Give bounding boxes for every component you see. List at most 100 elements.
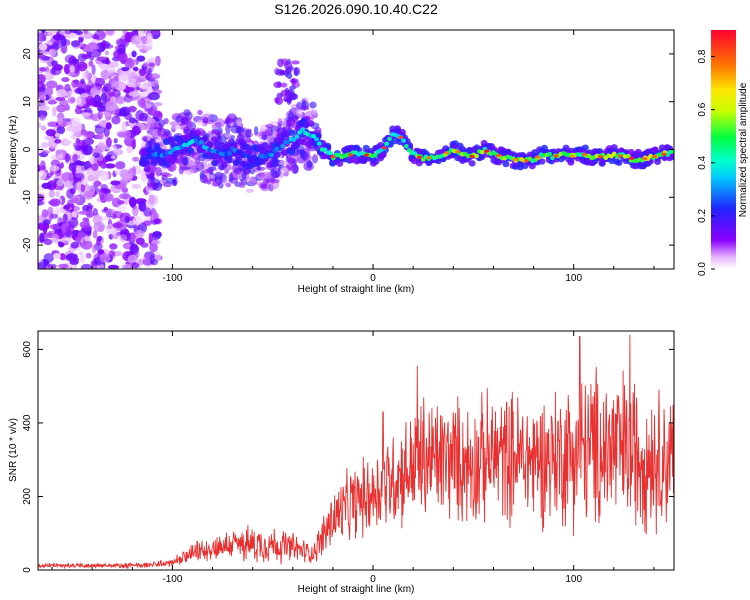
spectrogram-noise-blob (127, 254, 138, 264)
spectrogram-ridge-band (567, 159, 575, 166)
spectrogram-ridge-peak (597, 155, 604, 159)
spectrogram-noise-blob (43, 238, 53, 246)
spectrogram-ridge-peak (469, 154, 475, 158)
spectrogram-noise-blob (57, 263, 69, 269)
spectrogram-noise-blob (105, 30, 115, 36)
spectrogram-noise-blob (38, 81, 45, 91)
spectrogram-noise-blob (93, 94, 102, 106)
spectrogram-ridge-core (625, 153, 631, 159)
spectrogram-cloud-blob (287, 112, 295, 120)
spectrogram-noise-blob (71, 166, 76, 176)
spectrogram-streak-blob (285, 66, 292, 74)
snr-x-tick-label: 0 (370, 574, 376, 585)
spectrogram-ridge-band (261, 142, 269, 149)
spectrogram-cloud-blob (183, 169, 195, 175)
snr-y-tick-label: 200 (22, 488, 33, 505)
spectrogram-noise-blob (126, 69, 132, 78)
spectrogram-noise-blob (70, 197, 80, 204)
spectrogram-noise-blob (72, 153, 78, 163)
spectrogram-noise-blob (106, 70, 118, 76)
spectrogram-cloud-blob (182, 157, 189, 167)
spectrogram-ridge-band (615, 159, 623, 166)
spectrogram-noise-blob (148, 92, 160, 101)
spectrogram-ridge-peak (443, 151, 449, 155)
spectrogram-noise-blob (70, 241, 79, 249)
spectrogram-ridge-band (271, 160, 279, 168)
spectrogram-cloud-blob (292, 163, 299, 174)
spectrogram-noise-blob (99, 63, 111, 70)
spectrogram-noise-blob (82, 138, 95, 146)
colorbar-tick-label: 0.0 (697, 262, 708, 276)
spectrogram-noise-blob (96, 235, 103, 241)
spectrogram-noise-blob (59, 162, 64, 169)
spectrogram-noise-blob (80, 129, 88, 136)
spectrogram-noise-blob (143, 220, 152, 226)
spectrogram-cloud-blob (265, 124, 274, 129)
spectrogram-noise-blob (60, 254, 68, 261)
spectrogram-noise-blob (76, 61, 88, 72)
spectrogram-ridge-core (387, 136, 392, 142)
spectrogram-cloud-blob (268, 177, 273, 183)
spectrogram-cloud-blob (161, 174, 168, 180)
spectrogram-noise-blob (62, 105, 70, 111)
spectrogram-y-tick-label: -20 (22, 237, 33, 252)
spectrogram-noise-blob (46, 80, 58, 89)
spectrogram-cloud-blob (214, 172, 224, 180)
spectrogram-noise-blob (40, 125, 47, 131)
spectrogram-cloud-blob (175, 116, 181, 123)
spectrogram-noise-blob (103, 193, 114, 202)
spectrogram-noise-blob (69, 64, 75, 73)
spectrogram-noise-blob (41, 34, 47, 42)
spectrogram-ridge-band (271, 156, 279, 163)
spectrogram-ridge-core (227, 151, 232, 156)
spectrogram-cloud-blob (193, 161, 201, 168)
spectrogram-cloud-blob (287, 123, 294, 130)
spectrogram-noise-blob (148, 109, 159, 116)
colorbar-tick-label: 0.8 (697, 49, 708, 63)
spectrogram-ridge-peak (512, 157, 519, 162)
spectrogram-noise-blob (38, 122, 42, 129)
spectrogram-cloud-blob (309, 101, 317, 109)
spectrogram-noise-blob (91, 64, 96, 76)
spectrogram-noise-blob (110, 180, 121, 186)
spectrogram-cloud-blob (163, 117, 169, 125)
spectrogram-noise-blob (63, 63, 71, 75)
spectrogram-noise-blob (81, 53, 92, 60)
spectrogram-cloud-blob (311, 154, 319, 164)
spectrogram-cloud-blob (157, 127, 166, 137)
spectrogram-x-tick-label: -100 (162, 273, 182, 284)
colorbar-tick-label: 0.2 (697, 209, 708, 223)
spectrogram-noise-blob (57, 116, 64, 125)
spectrogram-noise-blob (38, 91, 46, 100)
spectrogram-noise-blob (58, 241, 65, 248)
snr-y-tick-label: 400 (22, 414, 33, 431)
spectrogram-noise-blob (64, 139, 72, 145)
spectrogram-cloud-blob (233, 121, 238, 128)
spectrogram-noise-blob (145, 103, 152, 109)
snr-frame (37, 330, 675, 571)
spectrogram-noise-blob (97, 249, 105, 255)
spectrogram-cloud-blob (146, 173, 155, 181)
spectrogram-streak-blob (277, 58, 284, 68)
spectrogram-ridge-core (611, 151, 617, 156)
spectrogram-ridge-peak (553, 154, 559, 158)
spectrogram-streak-blob (273, 81, 282, 88)
spectrogram-noise-blob (72, 264, 78, 269)
spectrogram-ridge-peak (496, 153, 502, 158)
spectrogram-noise-blob (103, 111, 111, 117)
spectrogram-cloud-blob (172, 180, 177, 185)
spectrogram-noise-blob (128, 106, 138, 111)
spectrogram-cloud-blob (287, 157, 296, 165)
spectrogram-cloud-blob (264, 128, 271, 136)
spectrogram-noise-blob (117, 39, 128, 46)
spectrogram-noise-blob (38, 31, 42, 41)
spectrogram-noise-blob (112, 222, 123, 229)
spectrogram-noise-blob (105, 137, 112, 148)
spectrogram-noise-blob (66, 179, 71, 187)
spectrogram-noise-blob (148, 194, 155, 205)
spectrogram-noise-blob (112, 210, 124, 219)
spectrogram-noise-blob (113, 138, 118, 144)
spectrogram-noise-blob (114, 161, 126, 170)
spectrogram-noise-blob (106, 225, 113, 230)
spectrogram-noise-blob (82, 217, 89, 222)
